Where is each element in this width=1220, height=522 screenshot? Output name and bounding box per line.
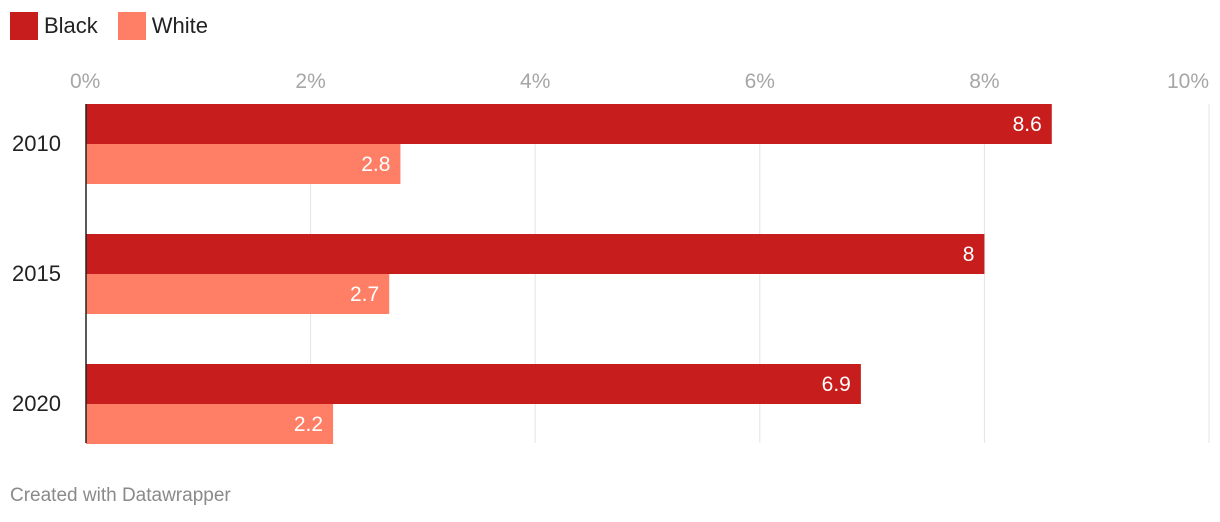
bar-black <box>86 104 1052 144</box>
legend-item-white: White <box>117 12 209 40</box>
legend-label-black: Black <box>44 13 98 38</box>
x-tick-label: 0% <box>70 70 100 93</box>
x-tick-label: 10% <box>1167 70 1209 93</box>
legend: Black White <box>10 12 228 40</box>
x-tick-label: 2% <box>295 70 325 93</box>
legend-swatch-white <box>117 12 146 40</box>
legend-item-black: Black <box>10 12 98 40</box>
bar-value-label: 8.6 <box>1013 113 1042 136</box>
category-label: 2015 <box>12 261 61 286</box>
legend-label-white: White <box>151 13 209 38</box>
bar-white <box>86 144 401 184</box>
category-label: 2010 <box>12 131 61 156</box>
x-tick-label: 6% <box>745 70 775 93</box>
bar-value-label: 2.8 <box>361 153 390 176</box>
legend-swatch-black <box>10 12 38 40</box>
bar-value-label: 6.9 <box>822 373 851 396</box>
bar-black <box>86 234 985 274</box>
bar-value-label: 8 <box>963 243 975 266</box>
x-tick-label: 4% <box>520 70 550 93</box>
x-tick-label: 8% <box>969 70 999 93</box>
bar-value-label: 2.2 <box>294 413 323 436</box>
bar-white <box>86 404 334 444</box>
bar-white <box>86 274 390 314</box>
bar-value-label: 2.7 <box>350 283 379 306</box>
footer-credit: Created with Datawrapper <box>10 485 231 506</box>
bar-black <box>86 364 861 404</box>
category-label: 2020 <box>12 391 61 416</box>
